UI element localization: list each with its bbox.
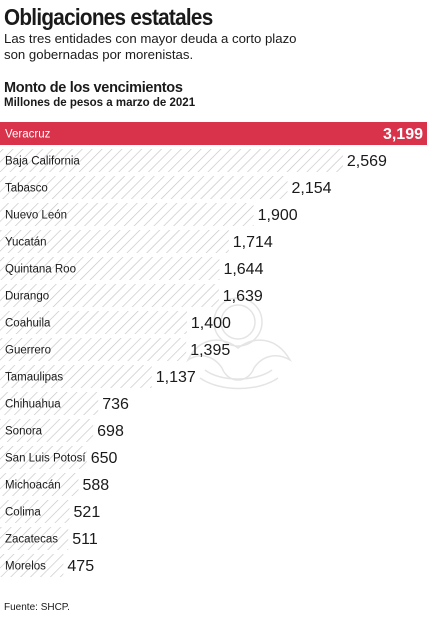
chart-title: Monto de los vencimientos [4,80,183,96]
bar-colima [0,500,70,523]
category-label-sonora: Sonora [5,426,43,438]
chart-main-title: Obligaciones estatales [4,4,213,30]
category-label-san-luis-potosi: San Luis Potosí [5,453,86,465]
bar-sonora [0,419,94,442]
category-label-durango: Durango [5,291,49,303]
bar-chart: Veracruz 3,199 Baja California 2,569 Tabasco… [0,122,427,577]
category-label-nuevo-leon: Nuevo León [5,210,67,222]
category-label-colima: Colima [5,507,41,519]
value-label-tabasco: 2,154 [292,180,332,197]
category-label-tabasco: Tabasco [5,183,48,195]
value-label-morelos: 475 [67,558,94,575]
value-label-chihuahua: 736 [102,396,129,413]
source-note: Fuente: SHCP. [4,602,70,613]
eagle-seal-watermark [186,297,293,390]
category-label-chihuahua: Chihuahua [5,399,61,411]
bar-coahuila [0,311,187,334]
value-label-nuevo-leon: 1,900 [258,207,298,224]
value-label-sonora: 698 [97,423,124,440]
value-label-michoacan: 588 [82,477,109,494]
chart-units-subtitle: Millones de pesos a marzo de 2021 [4,97,196,109]
value-label-tamaulipas: 1,137 [156,369,196,386]
category-label-zacatecas: Zacatecas [5,534,58,546]
bar-baja-california [0,149,343,172]
bar-yucatan [0,230,229,253]
category-label-quintana-roo: Quintana Roo [5,264,76,276]
category-label-tamaulipas: Tamaulipas [5,372,63,384]
category-label-yucatan: Yucatán [5,237,47,249]
bar-chihuahua [0,392,99,415]
value-label-san-luis-potosi: 650 [91,450,118,467]
value-label-quintana-roo: 1,644 [223,261,263,278]
value-label-coahuila: 1,400 [191,315,231,332]
value-label-yucatan: 1,714 [233,234,273,251]
bar-san-luis-potosi [0,446,87,469]
value-label-guerrero: 1,395 [190,342,230,359]
category-label-guerrero: Guerrero [5,345,51,357]
value-label-baja-california: 2,569 [347,153,387,170]
value-label-veracruz: 3,199 [383,126,423,143]
bar-veracruz [0,122,427,145]
bar-guerrero [0,338,187,361]
bar-zacatecas [0,527,69,550]
category-label-baja-california: Baja California [5,156,80,168]
bar-tamaulipas [0,365,152,388]
bar-quintana-roo [0,257,220,280]
chart-description: Las tres entidades con mayor deuda a cor… [4,31,297,62]
bar-morelos [0,554,64,577]
bar-michoacan [0,473,79,496]
bar-nuevo-leon [0,203,254,226]
category-label-michoacan: Michoacán [5,480,61,492]
category-label-veracruz: Veracruz [5,129,51,141]
value-label-zacatecas: 511 [72,531,98,548]
value-label-colima: 521 [74,504,101,521]
category-label-morelos: Morelos [5,561,46,573]
category-label-coahuila: Coahuila [5,318,51,330]
bar-durango [0,284,219,307]
value-label-durango: 1,639 [223,288,263,305]
bar-tabasco [0,176,288,199]
